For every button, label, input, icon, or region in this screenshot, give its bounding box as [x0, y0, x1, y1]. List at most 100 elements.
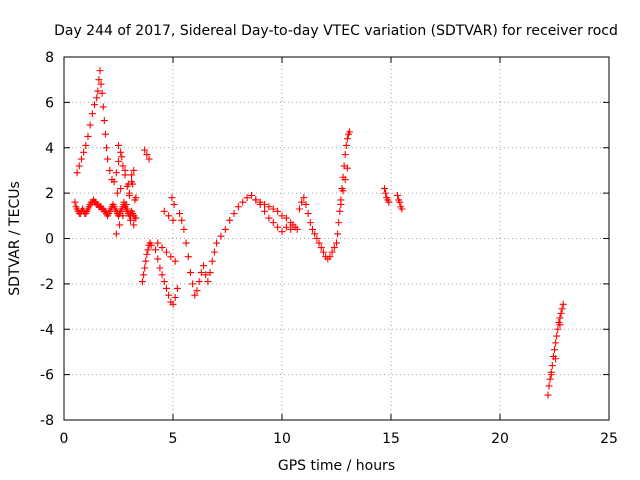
- data-point: [115, 141, 122, 149]
- y-tick-label: -2: [40, 277, 54, 293]
- data-point: [191, 291, 199, 299]
- plot-frame: [63, 56, 610, 421]
- data-point: [346, 128, 354, 136]
- data-point: [317, 244, 325, 252]
- data-point: [261, 200, 269, 208]
- data-point: [165, 291, 173, 299]
- y-axis-title: SDTVAR / TECUs: [7, 181, 23, 296]
- data-point: [202, 271, 210, 279]
- data-point: [269, 219, 277, 227]
- data-point: [547, 371, 555, 379]
- data-point: [556, 314, 564, 322]
- data-point: [558, 305, 566, 313]
- data-point: [342, 141, 350, 149]
- data-point: [106, 166, 114, 174]
- data-point: [73, 169, 81, 177]
- data-point: [160, 278, 168, 286]
- data-point: [112, 230, 120, 238]
- y-tick-label: -6: [40, 368, 54, 384]
- data-point: [330, 244, 338, 252]
- data-point: [93, 94, 101, 102]
- data-point: [553, 332, 561, 340]
- data-point: [274, 223, 282, 231]
- data-point: [91, 101, 99, 109]
- data-point: [77, 155, 85, 163]
- data-point: [152, 246, 160, 254]
- data-point: [265, 203, 273, 211]
- data-point: [226, 216, 234, 224]
- data-point: [306, 219, 314, 227]
- x-tick-label: 15: [382, 431, 400, 447]
- data-point: [552, 339, 560, 347]
- data-point: [71, 198, 79, 206]
- data-point: [75, 162, 83, 170]
- data-point: [302, 200, 310, 208]
- data-point: [112, 169, 120, 177]
- data-point: [171, 293, 179, 301]
- data-point: [247, 191, 255, 199]
- data-point: [178, 216, 186, 224]
- data-point: [119, 212, 127, 220]
- data-point: [126, 216, 134, 224]
- data-point: [274, 207, 282, 215]
- data-point: [156, 264, 164, 272]
- data-point: [101, 130, 109, 138]
- data-point: [162, 248, 170, 256]
- data-point: [117, 185, 125, 193]
- data-point: [132, 214, 140, 222]
- data-point: [140, 271, 148, 279]
- data-point: [544, 391, 552, 399]
- data-point: [335, 219, 343, 227]
- data-point: [252, 196, 260, 204]
- data-point: [158, 244, 166, 252]
- data-point: [200, 262, 208, 270]
- data-point: [123, 205, 131, 213]
- data-point: [213, 239, 221, 247]
- data-point: [343, 164, 351, 172]
- data-point: [144, 246, 152, 254]
- data-point: [119, 162, 127, 170]
- data-point: [176, 210, 184, 218]
- data-point: [113, 189, 121, 197]
- data-point: [143, 250, 151, 258]
- data-point: [278, 212, 286, 220]
- data-point: [230, 210, 238, 218]
- data-point: [158, 271, 166, 279]
- data-point: [103, 144, 111, 152]
- data-point: [169, 300, 177, 308]
- x-tick-label: 10: [273, 431, 291, 447]
- data-point: [396, 198, 404, 206]
- y-tick-label: 0: [45, 232, 54, 248]
- data-point: [138, 278, 146, 286]
- data-point: [261, 207, 269, 215]
- data-point: [265, 214, 273, 222]
- x-tick-label: 25: [600, 431, 618, 447]
- data-points: [71, 67, 567, 399]
- data-point: [206, 269, 214, 277]
- data-point: [326, 253, 334, 261]
- data-point: [278, 228, 286, 236]
- y-tick-label: -8: [40, 413, 54, 429]
- data-point: [239, 198, 247, 206]
- data-point: [115, 157, 122, 165]
- data-point: [95, 76, 103, 84]
- data-point: [554, 325, 562, 333]
- data-point: [128, 171, 136, 179]
- data-point: [282, 223, 290, 231]
- data-point: [556, 321, 564, 329]
- y-tick-label: 8: [45, 50, 54, 66]
- data-point: [221, 225, 229, 233]
- data-point: [173, 284, 181, 292]
- data-point: [142, 257, 150, 265]
- data-point: [243, 194, 251, 202]
- data-point: [385, 198, 393, 206]
- x-tick-label: 5: [169, 431, 178, 447]
- x-tick-label: 0: [60, 431, 69, 447]
- data-point: [546, 375, 554, 383]
- data-point: [130, 166, 138, 174]
- data-point: [154, 239, 162, 247]
- data-point: [313, 235, 321, 242]
- data-point: [394, 191, 402, 199]
- data-point: [184, 253, 192, 261]
- data-point: [167, 253, 175, 261]
